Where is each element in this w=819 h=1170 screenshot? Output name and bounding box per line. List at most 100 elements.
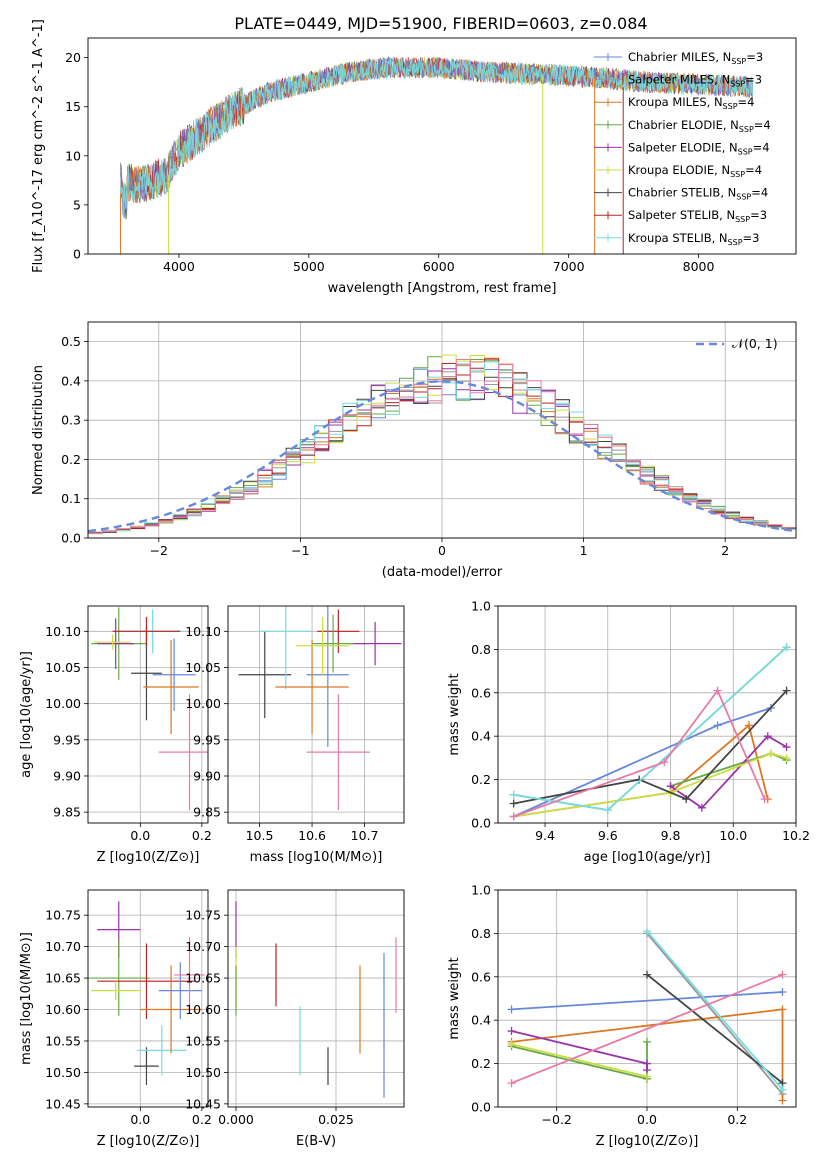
y-tick-label: 1.0	[471, 599, 491, 614]
plot-area	[91, 607, 208, 810]
data-point	[134, 1047, 159, 1085]
y-tick-label: 9.95	[193, 732, 221, 747]
x-tick-label: 9.4	[535, 828, 555, 843]
x-tick-label: 5000	[293, 259, 325, 274]
series	[643, 929, 787, 1098]
panel-residuals: −2 −1 0 1 2 0.0 0.1 0.2 0.3 0.4 0.5 (data-model)/er…	[31, 321, 797, 580]
series-marker	[509, 812, 518, 821]
x-axis-label: Z [log10(Z/Z⊙)]	[97, 1134, 200, 1149]
data-point	[140, 965, 202, 1054]
y-tick-label: 5	[73, 197, 81, 212]
legend-entry: 𝒩(0, 1)	[732, 336, 778, 351]
panel-mass_vs_Z: 0.0 0.2 10.45 10.50 10.55 10.60 10.65 10.70 10.7…	[19, 889, 212, 1149]
legend-entry: Kroupa STELIB, NSSP=3	[628, 231, 759, 247]
series-marker	[682, 795, 691, 804]
y-tick-label: 10.50	[45, 1065, 81, 1080]
series	[509, 643, 791, 814]
y-axis-label: Flux [f_λ10^-17 erg cm^-2 s^-1 A^-1]	[31, 19, 46, 273]
legend-entry: Chabrier STELIB, NSSP=4	[628, 186, 768, 202]
data-point	[143, 639, 199, 735]
y-tick-label: 10.00	[185, 696, 221, 711]
legend-entry: Chabrier ELODIE, NSSP=4	[628, 118, 771, 134]
x-tick-label: 0.0	[130, 828, 150, 843]
y-tick-label: 10.60	[45, 1002, 81, 1017]
plot-area	[119, 56, 754, 254]
x-axis-label: Z [log10(Z/Z⊙)]	[97, 850, 200, 865]
series	[509, 686, 791, 808]
x-tick-label: 10.0	[719, 828, 747, 843]
y-tick-label: 10.55	[185, 1033, 221, 1048]
y-tick-label: 9.85	[53, 805, 81, 820]
panel-age_vs_mass: 10.5 10.6 10.7 9.85 9.90 9.95 10.00 10.05 10.10 m…	[185, 605, 405, 865]
series-marker	[507, 1027, 516, 1036]
legend-entry: Salpeter MILES, NSSP=3	[628, 73, 762, 89]
data-point	[91, 981, 141, 1001]
x-tick-label: 8000	[683, 259, 715, 274]
y-tick-label: 0.0	[471, 816, 491, 831]
data-point	[94, 634, 132, 650]
y-tick-label: 9.90	[193, 768, 221, 783]
series-marker	[643, 970, 651, 979]
data-point	[348, 621, 402, 666]
data-point	[97, 618, 135, 669]
x-tick-label: 0.2	[192, 1112, 212, 1127]
series-marker	[507, 1040, 516, 1049]
y-axis-label: mass weight	[447, 957, 462, 1039]
legend-entry: Salpeter STELIB, NSSP=3	[628, 208, 767, 224]
x-tick-label: 4000	[163, 259, 195, 274]
series-marker	[766, 749, 775, 758]
axes-frame	[227, 889, 405, 1108]
series-marker	[763, 732, 772, 741]
plot-area	[238, 606, 402, 810]
series-marker	[778, 987, 787, 996]
y-tick-label: 10.45	[45, 1096, 81, 1111]
series	[507, 1027, 651, 1075]
legend-entry: Chabrier MILES, NSSP=3	[628, 50, 763, 66]
plot-area	[88, 354, 796, 535]
y-tick-label: 15	[65, 99, 81, 114]
x-tick-label: −0.2	[542, 1112, 572, 1127]
x-tick-label: −2	[150, 543, 168, 558]
series-marker	[643, 1072, 651, 1081]
plot-area	[507, 927, 787, 1105]
x-axis-label: Z [log10(Z/Z⊙)]	[596, 1134, 699, 1149]
series-marker	[509, 799, 518, 808]
y-tick-label: 0.1	[61, 491, 81, 506]
data-point	[317, 609, 360, 654]
y-tick-label: 0.5	[61, 334, 81, 349]
x-axis-label: mass [log10(M/M⊙)]	[250, 850, 383, 865]
x-tick-label: 7000	[553, 259, 585, 274]
y-tick-label: 10.45	[185, 1096, 221, 1111]
y-tick-label: 0.4	[471, 729, 491, 744]
x-tick-label: 1	[580, 543, 588, 558]
y-tick-label: 0.2	[471, 1056, 491, 1071]
y-tick-label: 1.0	[471, 883, 491, 898]
series-marker	[744, 721, 753, 730]
y-axis-label: Normed distribution	[31, 365, 46, 495]
legend-entry: Kroupa MILES, NSSP=4	[628, 95, 754, 111]
data-point	[97, 943, 196, 1019]
series-marker	[509, 790, 518, 799]
data-point	[238, 631, 292, 719]
y-tick-label: 10.00	[45, 696, 81, 711]
series-marker	[778, 970, 787, 979]
y-tick-label: 0.8	[471, 926, 491, 941]
data-point	[275, 639, 349, 735]
data-point	[174, 937, 205, 1013]
series-marker	[643, 1037, 651, 1046]
plot-area	[88, 901, 205, 1085]
series-marker	[713, 721, 722, 730]
data-point	[306, 694, 370, 810]
y-axis-label: mass [log10(M/M⊙)]	[19, 932, 34, 1065]
series-line	[646, 973, 784, 1084]
y-tick-label: 10.65	[185, 971, 221, 986]
y-tick-label: 0	[73, 247, 81, 262]
x-axis-label: (data-model)/error	[382, 565, 503, 580]
series-marker	[782, 743, 791, 752]
series-line	[513, 688, 766, 818]
x-tick-label: 0.2	[192, 828, 212, 843]
series-line	[511, 973, 783, 1084]
axes-frame	[227, 605, 405, 824]
series-marker	[778, 1005, 787, 1014]
